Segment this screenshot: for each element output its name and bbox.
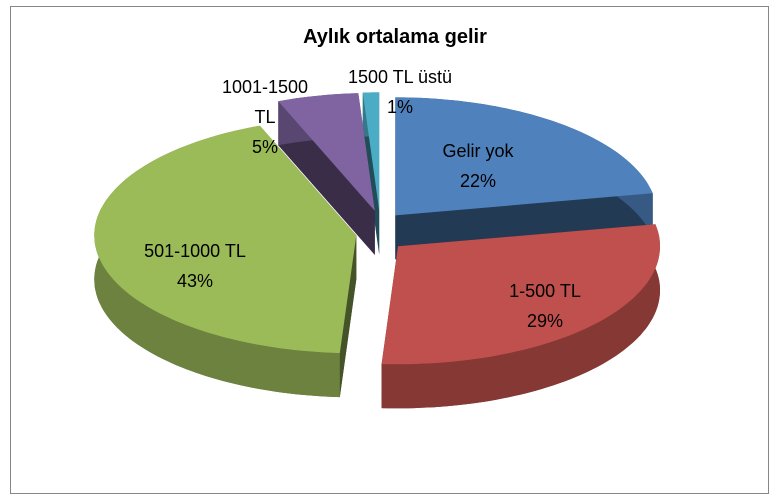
label-value: 22%: [459, 171, 497, 191]
label-category: Gelir yok: [442, 141, 514, 161]
label-category: 501-1000 TL: [144, 241, 246, 261]
label-value: 1%: [386, 97, 413, 117]
data-label: 1-500 TL 29%: [445, 276, 645, 336]
data-label: 1001-1500 TL 5%: [215, 72, 315, 162]
slice: [94, 125, 357, 354]
slice: [381, 224, 660, 365]
data-label: Gelir yok 22%: [378, 136, 578, 196]
label-value: 5%: [251, 137, 278, 157]
slices: [94, 92, 660, 409]
data-label: 501-1000 TL 43%: [95, 236, 295, 296]
label-category: 1500 TL üstü: [347, 67, 453, 87]
slice-side: [339, 235, 357, 398]
slice: [395, 97, 653, 216]
label-value: 43%: [176, 271, 214, 291]
slice-wall: [381, 224, 660, 409]
slice: [278, 93, 375, 211]
slice: [362, 92, 380, 211]
label-value: 29%: [526, 311, 564, 331]
chart-title: Aylık ortalama gelir: [303, 26, 487, 48]
label-category: 1001-1500 TL: [221, 77, 309, 127]
label-category: 1-500 TL: [509, 281, 581, 301]
data-label: 1500 TL üstü 1%: [300, 62, 500, 122]
